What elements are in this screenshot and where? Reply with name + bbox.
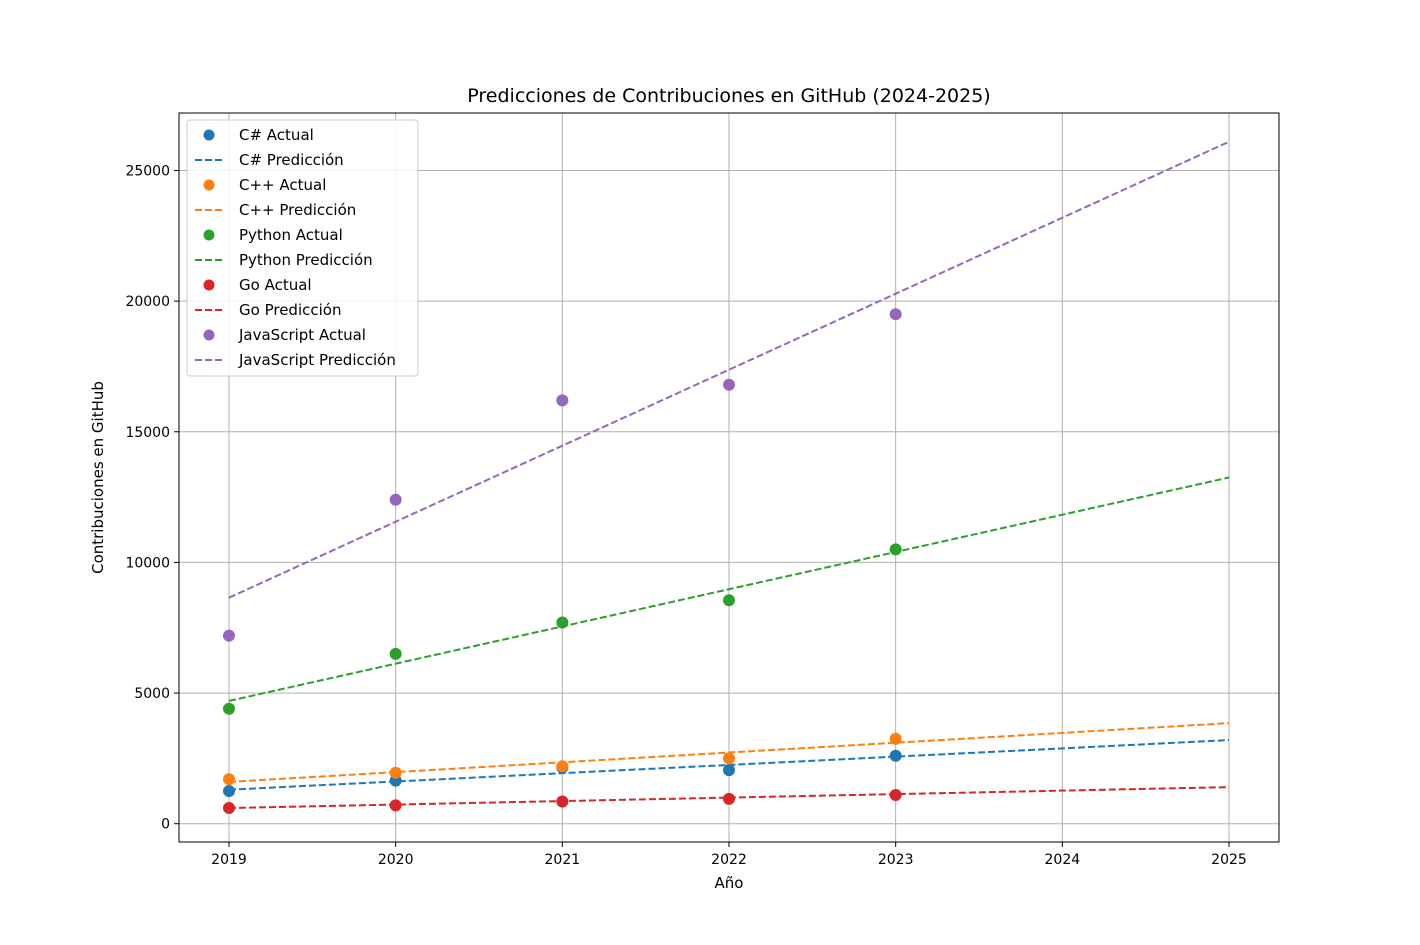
actual-point-cpp: [556, 760, 569, 773]
actual-point-csharp: [889, 749, 902, 762]
x-axis-title: Año: [715, 874, 744, 892]
chart-title: Predicciones de Contribuciones en GitHub…: [467, 85, 990, 107]
legend-label-actual-csharp: C# Actual: [239, 126, 314, 144]
y-tick-label: 0: [161, 817, 170, 833]
actual-point-python: [723, 594, 735, 607]
prediction-line-javascript: [228, 140, 1230, 599]
actual-point-cpp: [223, 773, 235, 786]
x-tick-label: 2023: [878, 852, 914, 868]
legend-label-actual-go: Go Actual: [239, 276, 312, 294]
actual-point-csharp: [223, 785, 235, 798]
actual-point-cpp: [389, 766, 402, 779]
y-tick-label: 20000: [125, 294, 170, 310]
actual-point-python: [889, 543, 902, 556]
legend-label-actual-cpp: C++ Actual: [239, 176, 326, 194]
x-tick-label: 2025: [1211, 852, 1247, 868]
legend: C# Actual C# Predicción C++ Actual C++ Pred…: [186, 119, 419, 377]
y-axis-title: Contribuciones en GitHub: [89, 381, 107, 574]
actual-point-go: [389, 799, 402, 812]
actual-point-go: [889, 788, 902, 801]
legend-label-prediction-javascript: JavaScript Predicción: [238, 351, 396, 369]
legend-label-prediction-csharp: C# Predicción: [239, 151, 344, 169]
x-tick-label: 2021: [545, 852, 581, 868]
legend-marker-javascript: [203, 329, 215, 341]
actual-point-cpp: [889, 732, 902, 745]
actual-point-python: [389, 647, 402, 660]
y-tick-label: 5000: [134, 686, 170, 702]
legend-marker-python: [203, 229, 215, 241]
y-tick-label: 10000: [125, 555, 170, 571]
legend-box: [186, 119, 419, 377]
grid: [179, 113, 1279, 842]
x-tick-label: 2024: [1045, 852, 1081, 868]
actual-point-go: [556, 795, 569, 808]
legend-marker-cpp: [203, 179, 215, 191]
actual-point-javascript: [889, 308, 902, 321]
legend-label-prediction-go: Go Predicción: [239, 301, 341, 319]
actual-point-javascript: [389, 493, 402, 506]
actual-point-javascript: [223, 629, 235, 642]
legend-label-prediction-python: Python Predicción: [239, 251, 373, 269]
legend-marker-go: [203, 279, 215, 291]
x-tick-label: 2019: [211, 852, 247, 868]
x-tick-label: 2022: [711, 852, 747, 868]
actual-point-javascript: [556, 394, 569, 407]
series-layer: [223, 140, 1230, 815]
actual-point-go: [223, 802, 235, 815]
legend-label-prediction-cpp: C++ Predicción: [239, 201, 356, 219]
actual-point-python: [556, 616, 569, 629]
y-tick-label: 15000: [125, 425, 170, 441]
y-tick-label: 25000: [125, 163, 170, 179]
x-tick-label: 2020: [378, 852, 414, 868]
legend-label-actual-python: Python Actual: [239, 226, 343, 244]
actual-point-go: [723, 792, 735, 805]
ticks: 2019 2020 2021 2022 2023 2024 2025 0 5000 10000 15…: [125, 163, 1246, 868]
actual-point-javascript: [723, 378, 735, 391]
actual-point-csharp: [723, 764, 735, 777]
legend-label-actual-javascript: JavaScript Actual: [238, 326, 366, 344]
actual-point-python: [223, 702, 235, 715]
actual-point-cpp: [723, 752, 735, 765]
legend-marker-csharp: [203, 129, 215, 141]
prediction-line-python: [228, 476, 1230, 702]
